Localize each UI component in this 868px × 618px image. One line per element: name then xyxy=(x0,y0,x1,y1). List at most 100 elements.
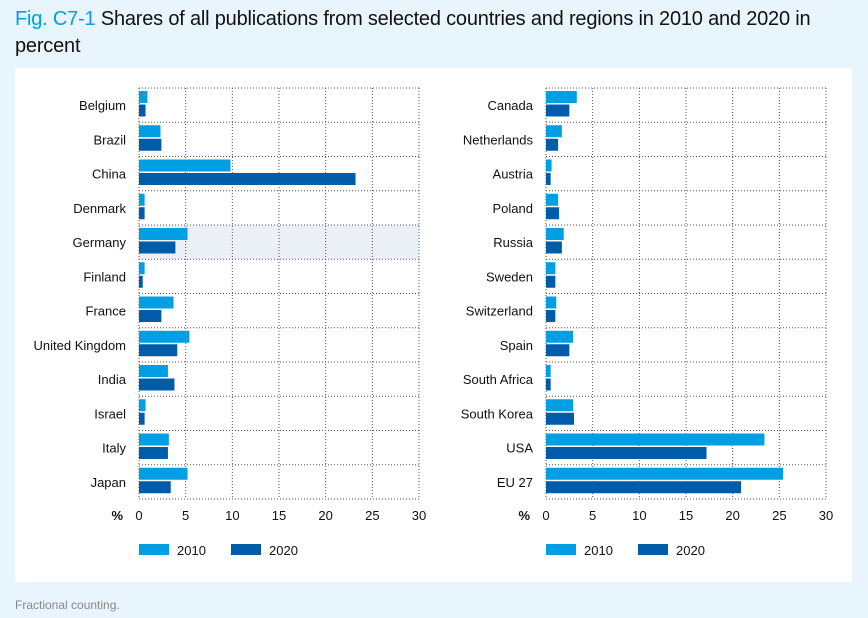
bar-2010 xyxy=(139,159,231,172)
chart-panel xyxy=(15,68,852,582)
x-tick-label: 30 xyxy=(819,508,833,523)
figure-title: Fig. C7-1 Shares of all publications fro… xyxy=(15,6,855,60)
bar-2020 xyxy=(139,310,162,322)
x-tick-label: 0 xyxy=(135,508,142,523)
bar-2010 xyxy=(546,228,564,240)
bar-2010 xyxy=(546,433,765,446)
bar-2010 xyxy=(546,296,557,309)
bar-2020 xyxy=(139,481,171,494)
bar-2010 xyxy=(546,399,574,412)
category-label: Canada xyxy=(487,98,533,113)
bar-2020 xyxy=(139,138,162,151)
bar-2020 xyxy=(139,241,176,254)
x-tick-label: 5 xyxy=(589,508,596,523)
bar-2010 xyxy=(139,399,146,412)
bar-2020 xyxy=(139,378,175,391)
x-axis-label: % xyxy=(518,508,530,523)
bar-2020 xyxy=(546,310,556,322)
bar-2020 xyxy=(546,173,551,185)
category-label: Switzerland xyxy=(466,304,533,319)
bar-2010 xyxy=(139,467,188,480)
bar-2020 xyxy=(546,138,559,151)
bar-2010 xyxy=(139,433,169,446)
legend-label: 2010 xyxy=(177,543,206,558)
category-label: China xyxy=(92,167,127,182)
category-label: EU 27 xyxy=(497,475,533,490)
x-tick-label: 0 xyxy=(542,508,549,523)
x-tick-label: 5 xyxy=(182,508,189,523)
bar-2020 xyxy=(546,481,742,494)
x-axis-label: % xyxy=(111,508,123,523)
bar-2010 xyxy=(139,365,168,377)
category-label: Poland xyxy=(493,201,533,216)
x-tick-label: 20 xyxy=(318,508,332,523)
bar-2010 xyxy=(546,193,559,206)
x-tick-label: 25 xyxy=(365,508,379,523)
category-label: Belgium xyxy=(79,98,126,113)
category-label: Germany xyxy=(73,235,127,250)
legend-label: 2020 xyxy=(676,543,705,558)
bar-2020 xyxy=(546,207,560,220)
category-label: France xyxy=(86,304,126,319)
x-tick-label: 15 xyxy=(679,508,693,523)
bar-2020 xyxy=(139,104,146,117)
bar-2020 xyxy=(139,275,143,288)
x-tick-label: 25 xyxy=(772,508,786,523)
x-tick-label: 15 xyxy=(272,508,286,523)
bar-2010 xyxy=(139,91,148,103)
category-label: India xyxy=(98,372,127,387)
legend-label: 2020 xyxy=(269,543,298,558)
category-label: Spain xyxy=(500,338,533,353)
bar-2020 xyxy=(139,344,178,357)
category-label: Brazil xyxy=(93,132,126,147)
category-label: South Korea xyxy=(461,406,534,421)
legend-label: 2010 xyxy=(584,543,613,558)
x-tick-label: 30 xyxy=(412,508,426,523)
bar-2020 xyxy=(546,378,551,391)
x-tick-label: 10 xyxy=(632,508,646,523)
figure-number: Fig. C7-1 xyxy=(15,8,96,30)
category-label: Netherlands xyxy=(463,132,534,147)
category-label: Italy xyxy=(102,441,126,456)
bar-2010 xyxy=(546,125,562,138)
bar-2020 xyxy=(139,412,145,425)
category-label: Russia xyxy=(493,235,534,250)
bar-2010 xyxy=(139,193,145,206)
category-label: Israel xyxy=(94,406,126,421)
bar-2010 xyxy=(546,330,574,343)
bar-2020 xyxy=(546,104,570,117)
bar-2010 xyxy=(546,365,551,377)
footnote: Fractional counting. xyxy=(15,598,120,612)
category-label: Austria xyxy=(493,167,534,182)
bar-2010 xyxy=(139,125,161,138)
legend-swatch-2020 xyxy=(231,544,261,555)
category-label: South Africa xyxy=(463,372,534,387)
legend-swatch-2010 xyxy=(139,544,169,555)
bar-2010 xyxy=(139,296,174,309)
legend-swatch-2010 xyxy=(546,544,576,555)
bar-2020 xyxy=(139,173,356,185)
category-label: Sweden xyxy=(486,269,533,284)
category-label: Finland xyxy=(83,269,126,284)
bar-2020 xyxy=(546,275,556,288)
bar-2020 xyxy=(546,447,707,459)
bar-2020 xyxy=(546,241,562,254)
bar-2020 xyxy=(139,207,145,220)
bar-2010 xyxy=(139,262,145,275)
category-label: United Kingdom xyxy=(34,338,127,353)
category-label: Japan xyxy=(91,475,126,490)
x-tick-label: 20 xyxy=(725,508,739,523)
bar-2020 xyxy=(139,447,168,459)
bar-2010 xyxy=(546,467,784,480)
figure-title-text: Shares of all publications from selected… xyxy=(15,8,811,57)
bar-2010 xyxy=(546,91,577,103)
bar-2010 xyxy=(139,228,188,240)
x-tick-label: 10 xyxy=(225,508,239,523)
bar-2010 xyxy=(139,330,190,343)
bar-2020 xyxy=(546,412,574,425)
category-label: Denmark xyxy=(73,201,126,216)
legend-swatch-2020 xyxy=(638,544,668,555)
bar-2010 xyxy=(546,159,552,172)
bar-2020 xyxy=(546,344,570,357)
